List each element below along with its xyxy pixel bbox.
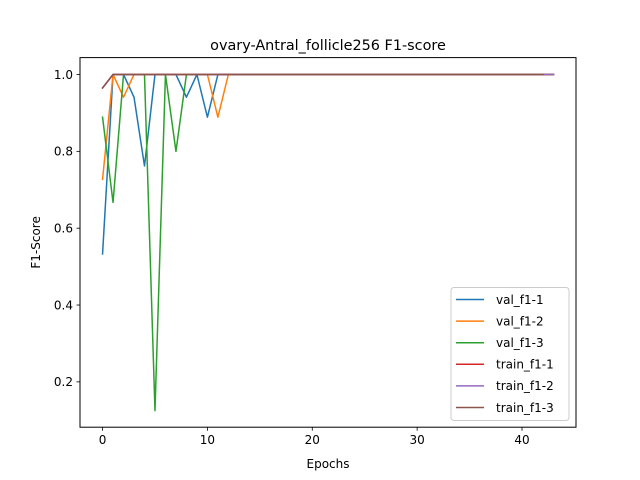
x-tick-label: 10: [200, 433, 215, 447]
series-line-train_f1-2: [101, 73, 555, 90]
series-layer: [101, 73, 555, 412]
series-line-train_f1-1: [101, 73, 555, 90]
x-tick-label: 20: [305, 433, 320, 447]
x-tick-label: 0: [99, 433, 107, 447]
legend: val_f1-1 val_f1-2 val_f1-3 train_f1-1 train_…: [450, 287, 570, 421]
series-line-val_f1-1: [101, 73, 555, 255]
x-axis-ticks: 0 10 20 30 40: [99, 427, 530, 447]
y-tick-label: 0.4: [54, 298, 73, 312]
legend-items: val_f1-1 val_f1-2 val_f1-3 train_f1-1 train_…: [456, 293, 554, 415]
y-axis-ticks: 0.2 0.4 0.6 0.8 1.0: [54, 68, 80, 389]
legend-label-val_f1-1: val_f1-1: [496, 293, 544, 307]
y-tick-label: 1.0: [54, 68, 73, 82]
y-tick-label: 0.6: [54, 221, 73, 235]
legend-label-train_f1-2: train_f1-2: [496, 379, 554, 393]
y-tick-label: 0.2: [54, 375, 73, 389]
legend-label-train_f1-1: train_f1-1: [496, 358, 554, 372]
legend-label-val_f1-2: val_f1-2: [496, 314, 544, 328]
y-axis-label: F1-Score: [29, 216, 43, 268]
x-tick-label: 40: [514, 433, 529, 447]
legend-label-val_f1-3: val_f1-3: [496, 336, 544, 350]
y-tick-label: 0.8: [54, 145, 73, 159]
series-line-train_f1-3: [101, 73, 544, 90]
legend-label-train_f1-3: train_f1-3: [496, 401, 554, 415]
x-axis-label: Epochs: [307, 457, 350, 471]
axes-frame: [79, 57, 577, 428]
chart-title: ovary-Antral_follicle256 F1-score: [210, 38, 446, 54]
x-tick-label: 30: [409, 433, 424, 447]
series-line-val_f1-2: [101, 73, 555, 181]
